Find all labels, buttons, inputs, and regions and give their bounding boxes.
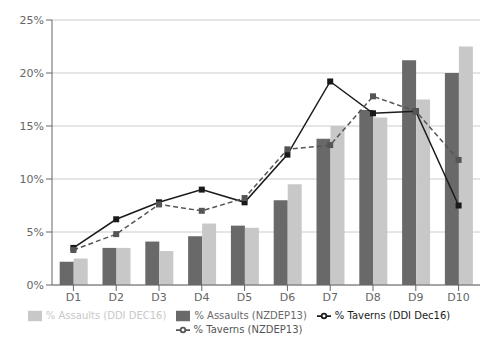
svg-text:15%: 15%: [20, 120, 44, 133]
html-text:% Taverns (DDI Dec16): % Taverns (DDI Dec16): [334, 310, 451, 321]
svg-text:D3: D3: [151, 291, 166, 304]
svg-text:D4: D4: [194, 291, 209, 304]
svg-text:25%: 25%: [20, 14, 44, 27]
svg-text:5%: 5%: [27, 226, 44, 239]
svg-text:D9: D9: [408, 291, 423, 304]
svg-text:D2: D2: [108, 291, 123, 304]
svg-text:0%: 0%: [27, 279, 44, 292]
svg-text:D1: D1: [66, 291, 81, 304]
svg-text:D5: D5: [237, 291, 252, 304]
svg-text:20%: 20%: [20, 67, 44, 80]
svg-text:D10: D10: [447, 291, 469, 304]
svg-text:D7: D7: [322, 291, 337, 304]
html-text:% Assaults (NZDEP13): % Assaults (NZDEP13): [194, 310, 307, 321]
html-text:% Taverns (NZDEP13): % Taverns (NZDEP13): [193, 324, 303, 335]
svg-text:D8: D8: [365, 291, 380, 304]
svg-text:10%: 10%: [20, 173, 44, 186]
html-text:% Assaults (DDI DEC16): % Assaults (DDI DEC16): [45, 310, 167, 321]
svg-text:D6: D6: [280, 291, 295, 304]
